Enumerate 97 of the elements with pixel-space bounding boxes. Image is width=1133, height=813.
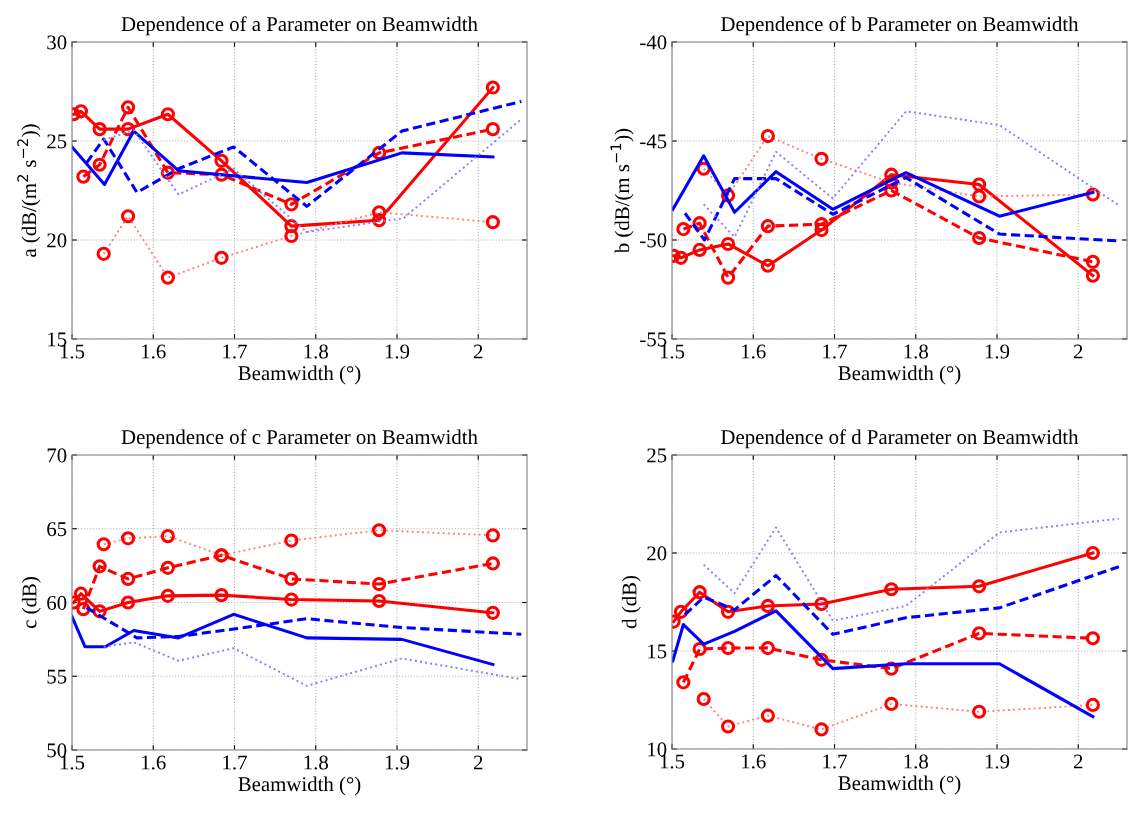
y-axis-title: a (dB/(m$^{2}$ s$^{−2}$)): [17, 124, 41, 257]
x-tick-label: 1.8: [904, 344, 928, 359]
x-tick-label: 1.9: [985, 754, 1010, 769]
point: [284, 219, 299, 234]
y-axis-title: b (dB/(m s$^{−1}$)): [610, 128, 634, 254]
point: [720, 270, 736, 285]
point: [1085, 254, 1100, 269]
x-tick-label: 1.7: [223, 344, 247, 359]
x-tick-label: 1.6: [742, 344, 766, 359]
y-tick-label: 15: [648, 644, 667, 659]
point: [160, 560, 175, 575]
line-series: [702, 517, 1120, 622]
x-axis-title: Beamwidth (°): [238, 365, 361, 385]
point: [73, 104, 89, 119]
point: [76, 169, 91, 184]
point: [760, 598, 775, 613]
point: [692, 242, 707, 257]
point: [972, 579, 987, 594]
point: [1085, 631, 1100, 646]
y-tick-label: -40: [640, 35, 667, 50]
point: [120, 595, 136, 610]
point: [485, 605, 500, 620]
y-tick-label: 60: [47, 595, 67, 610]
point: [214, 153, 229, 168]
point: [284, 197, 299, 212]
y-tick-label: -45: [640, 134, 667, 149]
point: [92, 559, 107, 574]
x-tick-label: 1.8: [904, 754, 928, 769]
point: [760, 640, 775, 656]
x-tick-label: 1.8: [304, 755, 328, 770]
y-tick-label: 25: [647, 448, 667, 463]
point: [972, 177, 987, 192]
x-tick-label: 2: [1073, 754, 1083, 769]
x-axis-title: Beamwidth (°): [238, 776, 361, 796]
y-tick-label: 20: [647, 546, 667, 561]
point: [92, 157, 107, 172]
y-tick-label: 55: [47, 669, 67, 684]
point: [485, 556, 500, 571]
chart-title: Dependence of a Parameter on Beamwidth: [121, 16, 478, 36]
point: [814, 217, 829, 232]
y-tick-label: 70: [47, 448, 67, 463]
chart-title: Dependence of c Parameter on Beamwidth: [121, 429, 478, 449]
point: [676, 222, 691, 237]
point: [284, 571, 299, 586]
point: [692, 585, 707, 600]
x-axis-title: Beamwidth (°): [838, 775, 961, 795]
point: [972, 626, 987, 641]
x-tick-label: 1.7: [223, 755, 247, 770]
x-tick-label: 1.6: [142, 755, 166, 770]
x-tick-label: 1.9: [985, 344, 1010, 359]
point: [160, 588, 175, 603]
point: [1085, 545, 1100, 561]
line-series: [102, 118, 523, 234]
point: [120, 100, 136, 115]
y-tick-label: -50: [640, 233, 667, 248]
x-tick-label: 2: [1073, 344, 1083, 359]
point: [485, 122, 500, 137]
point: [814, 223, 829, 238]
x-tick-label: 1.8: [304, 344, 328, 359]
point: [372, 576, 387, 592]
point: [760, 258, 775, 273]
point: [720, 236, 736, 252]
point: [73, 586, 89, 601]
point: [676, 675, 691, 690]
point: [760, 219, 775, 234]
y-tick-label: 20: [47, 233, 67, 248]
x-axis-title: Beamwidth (°): [838, 365, 961, 385]
point: [720, 640, 736, 656]
x-tick-label: 2: [473, 344, 483, 359]
point: [160, 107, 175, 122]
x-tick-label: 1.7: [823, 754, 847, 769]
point: [284, 592, 299, 607]
y-tick-label: 30: [47, 35, 67, 50]
point: [372, 593, 387, 609]
y-axis-title: c (dB): [21, 577, 41, 629]
point: [814, 596, 829, 612]
y-tick-label: 25: [47, 134, 67, 149]
x-tick-label: 1.7: [823, 344, 847, 359]
x-tick-label: 1.9: [385, 755, 410, 770]
point: [372, 213, 387, 228]
point: [1085, 268, 1100, 283]
x-tick-label: 1.9: [385, 344, 410, 359]
y-tick-label: 65: [47, 522, 67, 537]
point: [214, 588, 229, 603]
point: [692, 641, 707, 657]
point: [884, 582, 899, 597]
point: [673, 250, 689, 265]
point: [485, 80, 500, 95]
x-tick-label: 2: [473, 755, 483, 770]
x-tick-label: 1.6: [142, 344, 166, 359]
y-axis-title: d (dB): [621, 576, 641, 629]
point: [120, 571, 136, 586]
chart-title: Dependence of b Parameter on Beamwidth: [721, 16, 1079, 36]
chart-title: Dependence of d Parameter on Beamwidth: [721, 429, 1079, 449]
x-tick-label: 1.6: [742, 754, 766, 769]
point: [92, 122, 107, 137]
point: [972, 230, 987, 246]
